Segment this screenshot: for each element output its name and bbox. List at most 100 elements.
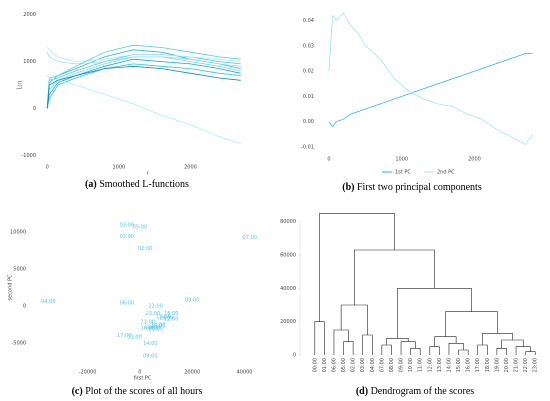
caption-text: First two principal components bbox=[357, 182, 482, 193]
x-axis-label: r bbox=[146, 171, 149, 177]
point-label: 17:00 bbox=[117, 333, 131, 339]
dendrogram-link bbox=[496, 348, 507, 355]
x-tick-label: 0 bbox=[327, 157, 330, 163]
y-tick-label: 80000 bbox=[280, 219, 296, 225]
leaf-label: 09:00 bbox=[399, 358, 405, 372]
x-axis-label: first PC bbox=[134, 376, 152, 382]
dendrogram-link bbox=[410, 348, 421, 355]
caption: (a) Smoothed L-functions bbox=[85, 179, 189, 190]
leaf-label: 01:00 bbox=[322, 358, 328, 372]
line bbox=[46, 47, 241, 63]
leaf-label: 15:00 bbox=[456, 358, 462, 372]
point-label: 20:00 bbox=[148, 326, 162, 332]
point-label: 08:00 bbox=[143, 354, 157, 360]
caption-panel: (b) bbox=[342, 182, 354, 193]
line bbox=[46, 63, 241, 109]
x-tick-label: 0 bbox=[138, 370, 141, 376]
line bbox=[328, 53, 533, 128]
point-label: 21:00 bbox=[141, 320, 155, 326]
point-label: 22:00 bbox=[148, 303, 162, 309]
leaf-label: 12:00 bbox=[427, 358, 433, 372]
caption-text: Dendrogram of the scores bbox=[371, 386, 475, 397]
caption: (b) First two principal components bbox=[342, 182, 482, 193]
point-label: 00:00 bbox=[146, 326, 160, 332]
leaf-label: 23:00 bbox=[533, 358, 539, 372]
leaf-label: 21:00 bbox=[514, 358, 520, 372]
legend-label: 1st PC bbox=[395, 170, 411, 176]
dendrogram-link bbox=[448, 343, 464, 355]
leaf-label: 16:00 bbox=[466, 358, 472, 372]
x-tick-label: 2000 bbox=[468, 157, 481, 163]
y-axis-label: L̂(r) bbox=[17, 81, 24, 90]
dendrogram-link bbox=[525, 351, 536, 355]
y-tick-label: 10000 bbox=[10, 230, 26, 236]
point-label: 18:00 bbox=[164, 311, 178, 317]
y-tick-label: 0 bbox=[293, 353, 296, 359]
line bbox=[46, 75, 241, 144]
caption-panel: (d) bbox=[356, 386, 368, 397]
dendrogram-link bbox=[343, 341, 354, 355]
dendrogram-link bbox=[515, 346, 531, 355]
leaf-label: 13:00 bbox=[437, 358, 443, 372]
dendrogram-link bbox=[362, 334, 373, 355]
dendrogram-link bbox=[314, 321, 325, 355]
y-tick-label: 2000 bbox=[23, 12, 36, 18]
line bbox=[46, 44, 241, 109]
leaf-label: 06:00 bbox=[331, 358, 337, 372]
point-label: 07:00 bbox=[243, 235, 257, 241]
caption: (d) Dendrogram of the scores bbox=[356, 386, 474, 397]
point-label: 03:00 bbox=[120, 222, 134, 228]
y-tick-label: -0.01 bbox=[301, 144, 314, 150]
leaf-label: 02:00 bbox=[351, 358, 357, 372]
y-tick-label: 0.01 bbox=[303, 94, 314, 100]
y-tick-label: 0 bbox=[33, 106, 36, 112]
dendrogram-link bbox=[340, 304, 368, 335]
point-label: 04:00 bbox=[41, 299, 55, 305]
caption-text: Plot of the scores of all hours bbox=[85, 386, 202, 397]
dendrogram-link bbox=[477, 344, 488, 355]
y-tick-label: 0 bbox=[23, 303, 26, 309]
caption-text: Smoothed L-functions bbox=[99, 179, 189, 190]
point-label: 19:00 bbox=[159, 315, 173, 321]
line bbox=[46, 52, 241, 67]
dendrogram-link bbox=[429, 346, 440, 355]
y-axis-label: second PC bbox=[8, 274, 14, 300]
point-label: 02:00 bbox=[138, 246, 152, 252]
x-tick-label: 2000 bbox=[184, 165, 197, 171]
point-label: 01:00 bbox=[120, 234, 134, 240]
line bbox=[46, 58, 241, 109]
leaf-label: 04:00 bbox=[370, 358, 376, 372]
leaf-label: 03:00 bbox=[360, 358, 366, 372]
y-tick-label: 0.00 bbox=[303, 119, 314, 125]
dendrogram-link bbox=[381, 344, 392, 355]
dendrogram-link bbox=[501, 339, 524, 349]
line bbox=[46, 65, 241, 109]
point-label: 12:00 bbox=[164, 317, 178, 323]
leaf-label: 19:00 bbox=[494, 358, 500, 372]
point-label: 16:00 bbox=[141, 326, 155, 332]
dendrogram-link bbox=[397, 288, 472, 339]
y-tick-label: 20000 bbox=[280, 319, 296, 325]
dendrogram-link bbox=[482, 333, 513, 345]
y-tick-label: 5000 bbox=[13, 267, 26, 273]
leaf-label: 10:00 bbox=[408, 358, 414, 372]
dendrogram-link bbox=[445, 311, 498, 337]
legend-label: 2nd PC bbox=[437, 170, 455, 176]
leaf-label: 14:00 bbox=[446, 358, 452, 372]
y-tick-label: 0.02 bbox=[303, 69, 314, 75]
leaf-label: 05:00 bbox=[341, 358, 347, 372]
point-label: 06:00 bbox=[120, 301, 134, 307]
x-tick-label: 1000 bbox=[395, 157, 408, 163]
leaf-label: 07:00 bbox=[379, 358, 385, 372]
y-tick-label: -1000 bbox=[21, 153, 36, 159]
y-tick-label: 0.04 bbox=[303, 18, 314, 24]
point-label: 23:00 bbox=[146, 311, 160, 317]
caption-panel: (c) bbox=[72, 386, 83, 397]
dendrogram-link bbox=[400, 341, 416, 355]
dendrogram-link bbox=[333, 329, 349, 355]
x-tick-label: 40000 bbox=[237, 370, 253, 376]
y-tick-label: 0.03 bbox=[303, 43, 314, 49]
y-tick-label: 60000 bbox=[280, 253, 296, 259]
point-label: 11:00 bbox=[127, 334, 141, 340]
